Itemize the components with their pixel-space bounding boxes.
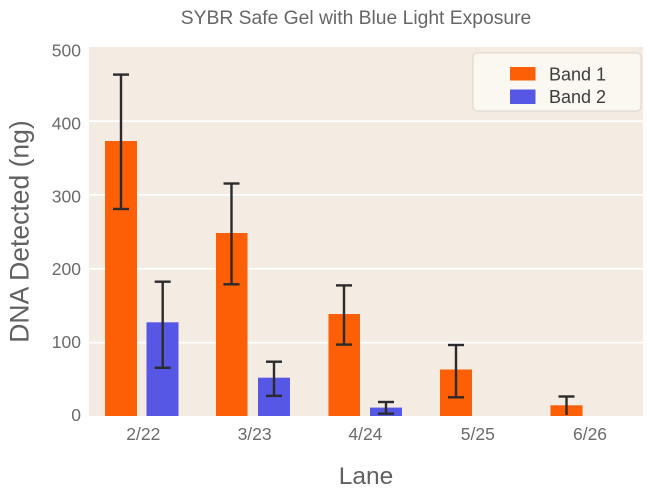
svg-text:3/23: 3/23 — [238, 424, 272, 444]
svg-text:SYBR Safe Gel with Blue Light: SYBR Safe Gel with Blue Light Exposure — [181, 8, 531, 29]
svg-text:Band 2: Band 2 — [549, 87, 606, 107]
svg-text:400: 400 — [52, 113, 81, 133]
svg-text:500: 500 — [52, 41, 81, 61]
svg-text:Band 1: Band 1 — [549, 65, 606, 85]
svg-text:4/24: 4/24 — [348, 424, 382, 444]
svg-text:300: 300 — [52, 186, 81, 206]
svg-text:200: 200 — [52, 259, 81, 279]
svg-text:0: 0 — [71, 405, 81, 425]
svg-text:2/22: 2/22 — [126, 424, 160, 444]
svg-text:Lane: Lane — [339, 463, 394, 488]
svg-text:5/25: 5/25 — [461, 424, 495, 444]
svg-text:100: 100 — [52, 332, 81, 352]
svg-text:DNA Detected (ng): DNA Detected (ng) — [5, 120, 35, 342]
svg-text:6/26: 6/26 — [573, 424, 607, 444]
